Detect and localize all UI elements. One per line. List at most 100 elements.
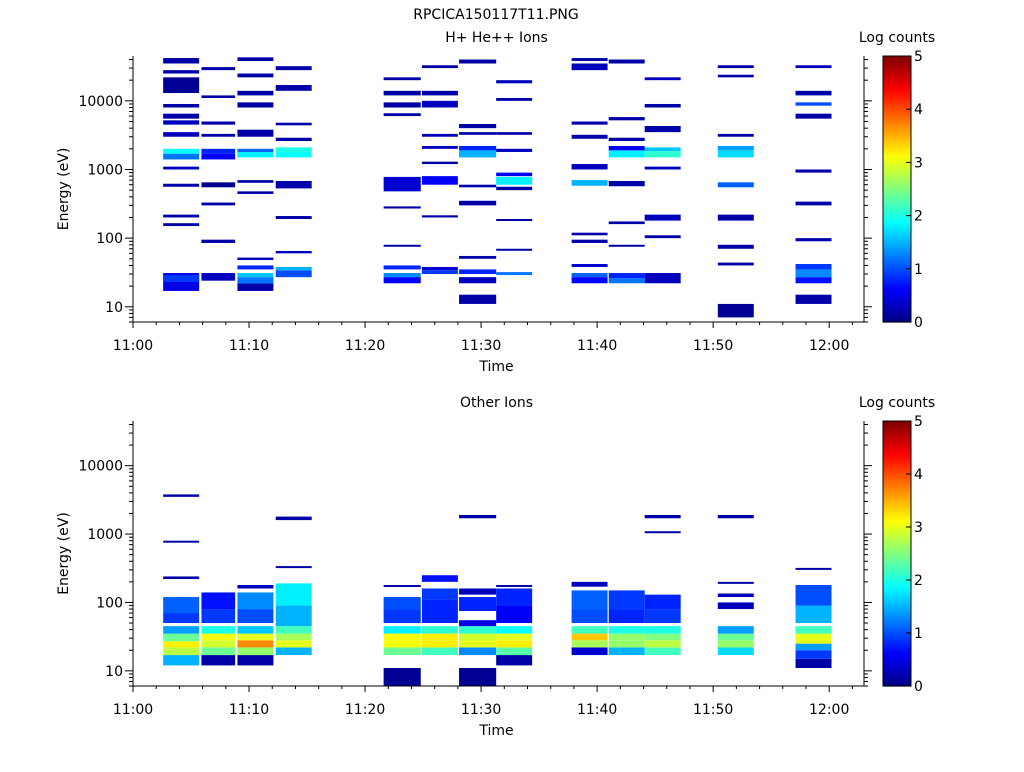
- heatmap-cell: [608, 137, 645, 141]
- heatmap-cell: [421, 215, 458, 218]
- colorbar-segment: [883, 69, 911, 73]
- colorbar-segment: [883, 577, 911, 581]
- colorbar-segment: [883, 64, 911, 68]
- heatmap-cell: [163, 113, 200, 119]
- colorbar-segment: [883, 474, 911, 477]
- colorbar-segment: [883, 171, 911, 175]
- colorbar-segment: [883, 568, 911, 572]
- x-tick-label: 11:10: [229, 338, 269, 354]
- heatmap-cell: [644, 166, 681, 170]
- colorbar-segment: [883, 527, 911, 530]
- colorbar-segment: [883, 575, 911, 579]
- colorbar-segment: [883, 655, 911, 658]
- colorbar-segment: [883, 184, 911, 188]
- colorbar-segment: [883, 286, 911, 290]
- heatmap-cell: [644, 633, 681, 641]
- heatmap-cell: [717, 262, 754, 266]
- colorbar-segment: [883, 182, 911, 186]
- heatmap-cell: [571, 164, 608, 170]
- heatmap-cell: [644, 151, 681, 158]
- heatmap-cell: [163, 223, 200, 227]
- heatmap-cell: [275, 151, 312, 158]
- heatmap-cell: [383, 640, 421, 648]
- colorbar-segment: [883, 273, 911, 277]
- colorbar-segment: [883, 504, 911, 508]
- heatmap-cell: [717, 593, 754, 598]
- heatmap-cell: [163, 275, 200, 282]
- colorbar-segment: [883, 476, 911, 480]
- heatmap-cell: [571, 633, 608, 641]
- heatmap-cell: [163, 103, 200, 108]
- colorbar-segment: [883, 71, 911, 75]
- colorbar-segment: [883, 471, 911, 475]
- heatmap-cell: [421, 133, 458, 137]
- colorbar-tick-label: 1: [914, 626, 923, 642]
- heatmap-cell: [496, 655, 533, 666]
- colorbar-segment: [883, 621, 911, 625]
- heatmap-cell: [237, 633, 274, 641]
- heatmap-cell: [421, 100, 458, 108]
- heatmap-cell: [237, 283, 274, 291]
- heatmap-cell: [275, 66, 312, 71]
- heatmap-cell: [496, 132, 533, 135]
- colorbar-segment: [883, 248, 911, 252]
- colorbar-segment: [883, 297, 911, 301]
- colorbar-segment: [883, 262, 911, 265]
- colorbar-frame: [882, 55, 912, 323]
- heatmap-cell: [383, 77, 421, 81]
- colorbar-segment: [883, 189, 911, 192]
- heatmap-cell: [496, 633, 533, 641]
- heatmap-cell: [496, 176, 533, 185]
- heatmap-cell: [421, 599, 458, 624]
- heatmap-cell: [163, 70, 200, 74]
- heatmap-cell: [163, 540, 200, 543]
- heatmap-cell: [717, 133, 754, 137]
- colorbar-segment: [883, 584, 911, 588]
- colorbar-segment: [883, 89, 911, 93]
- colorbar-segment: [883, 551, 911, 555]
- heatmap-cell: [201, 133, 236, 137]
- colorbar-segment: [883, 425, 911, 429]
- heatmap-cell: [275, 250, 312, 254]
- x-tick-label: 12:00: [809, 338, 849, 354]
- colorbar-segment: [883, 157, 911, 161]
- heatmap-cell: [201, 592, 236, 610]
- colorbar-segment: [883, 173, 911, 177]
- heatmap-cell: [201, 153, 236, 160]
- colorbar-segment: [883, 186, 911, 190]
- heatmap-cell: [459, 620, 497, 627]
- heatmap-cell: [571, 590, 608, 610]
- colorbar-segment: [883, 617, 911, 621]
- colorbar-segment: [883, 670, 911, 674]
- heatmap-cell: [383, 90, 421, 96]
- colorbar-segment: [883, 253, 911, 257]
- colorbar-segment: [883, 279, 911, 283]
- heatmap-cell: [496, 97, 533, 101]
- colorbar-segment: [883, 193, 911, 197]
- colorbar-segment: [883, 271, 911, 274]
- colorbar-segment: [883, 56, 911, 59]
- heatmap-cell: [571, 180, 608, 186]
- colorbar-segment: [883, 302, 911, 305]
- colorbar-segment: [883, 115, 911, 119]
- colorbar-segment: [883, 111, 911, 115]
- colorbar-segment: [883, 540, 911, 544]
- colorbar-segment: [883, 204, 911, 208]
- colorbar-segment: [883, 421, 911, 424]
- colorbar-segment: [883, 129, 911, 132]
- heatmap-cell: [163, 214, 200, 218]
- colorbar-segment: [883, 496, 911, 499]
- heatmap-cell: [717, 182, 754, 188]
- heatmap-cell: [237, 584, 274, 589]
- colorbar-segment: [883, 652, 911, 656]
- colorbar-segment: [883, 84, 911, 88]
- heatmap-cell: [163, 183, 200, 187]
- y-tick-label: 10: [105, 300, 123, 316]
- colorbar-segment: [883, 259, 911, 263]
- colorbar-segment: [883, 222, 911, 226]
- heatmap-cell: [459, 269, 497, 275]
- colorbar-segment: [883, 211, 911, 214]
- heatmap-cell: [571, 609, 608, 624]
- heatmap-cell: [608, 609, 645, 624]
